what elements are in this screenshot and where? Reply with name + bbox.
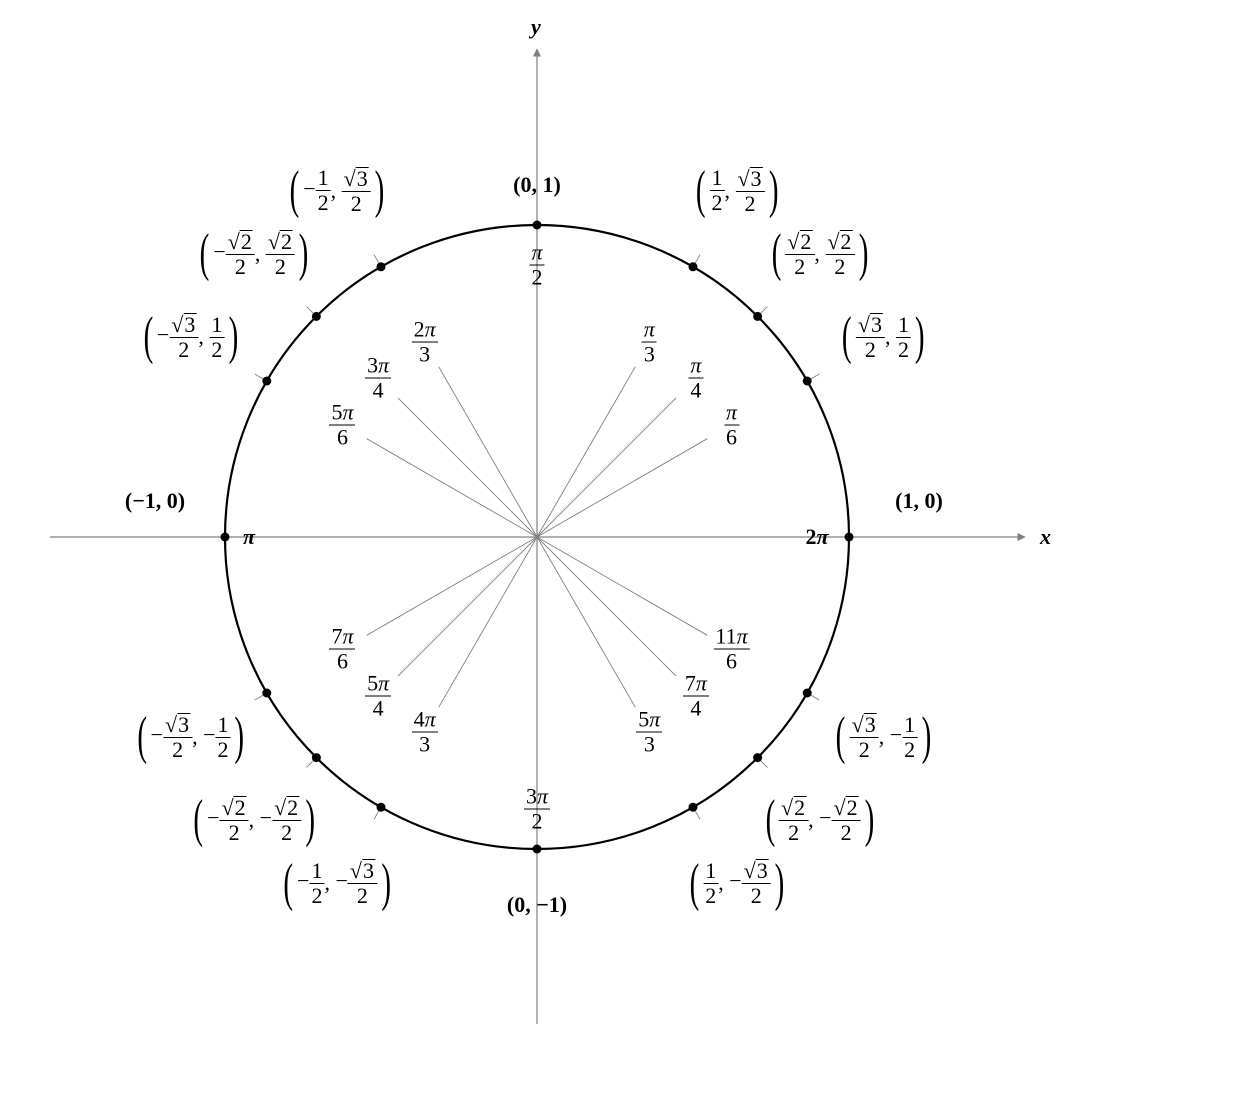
angle-label-225: 5π4 (365, 672, 391, 719)
angle-label-120: 2π3 (412, 319, 438, 366)
angle-label-180: π (243, 524, 255, 550)
angle-label-0: 2π (805, 524, 828, 550)
angle-label-135: 3π4 (365, 355, 391, 402)
coord-label-210: (−32, −12) (133, 713, 248, 761)
svg-text:x: x (1039, 524, 1051, 549)
unit-circle-svg: xy (0, 0, 1236, 1118)
coord-label-300: (12, −32) (686, 859, 789, 907)
coord-label-135: (−22, 22) (196, 230, 313, 278)
coord-label-150: (−32, 12) (139, 313, 242, 361)
coord-label-225: (−22, −22) (190, 796, 319, 844)
angle-label-150: 5π6 (329, 401, 355, 448)
angle-label-300: 5π3 (636, 708, 662, 755)
angle-label-315: 7π4 (683, 672, 709, 719)
angle-label-240: 4π3 (412, 708, 438, 755)
coord-label-60: (12, 32) (692, 167, 782, 215)
coord-label-240: (−12, −32) (279, 859, 394, 907)
angle-label-90: π2 (529, 242, 544, 289)
coord-label-120: (−12, 32) (286, 167, 389, 215)
coord-label-30: (32, 12) (838, 313, 928, 361)
coord-label-45: (22, 22) (768, 230, 872, 278)
angle-label-270: 3π2 (524, 786, 550, 833)
coord-label-315: (22, −22) (761, 796, 878, 844)
coord-label-0: (1, 0) (895, 488, 943, 514)
angle-label-330: 11π6 (713, 626, 749, 673)
coord-label-90: (0, 1) (513, 172, 561, 198)
angle-label-45: π4 (688, 355, 703, 402)
coord-label-330: (32, −12) (832, 713, 935, 761)
angle-label-30: π6 (724, 401, 739, 448)
coord-label-270: (0, −1) (507, 892, 567, 918)
svg-text:y: y (528, 14, 541, 39)
angle-label-60: π3 (642, 319, 657, 366)
angle-label-210: 7π6 (329, 626, 355, 673)
coord-label-180: (−1, 0) (125, 488, 185, 514)
